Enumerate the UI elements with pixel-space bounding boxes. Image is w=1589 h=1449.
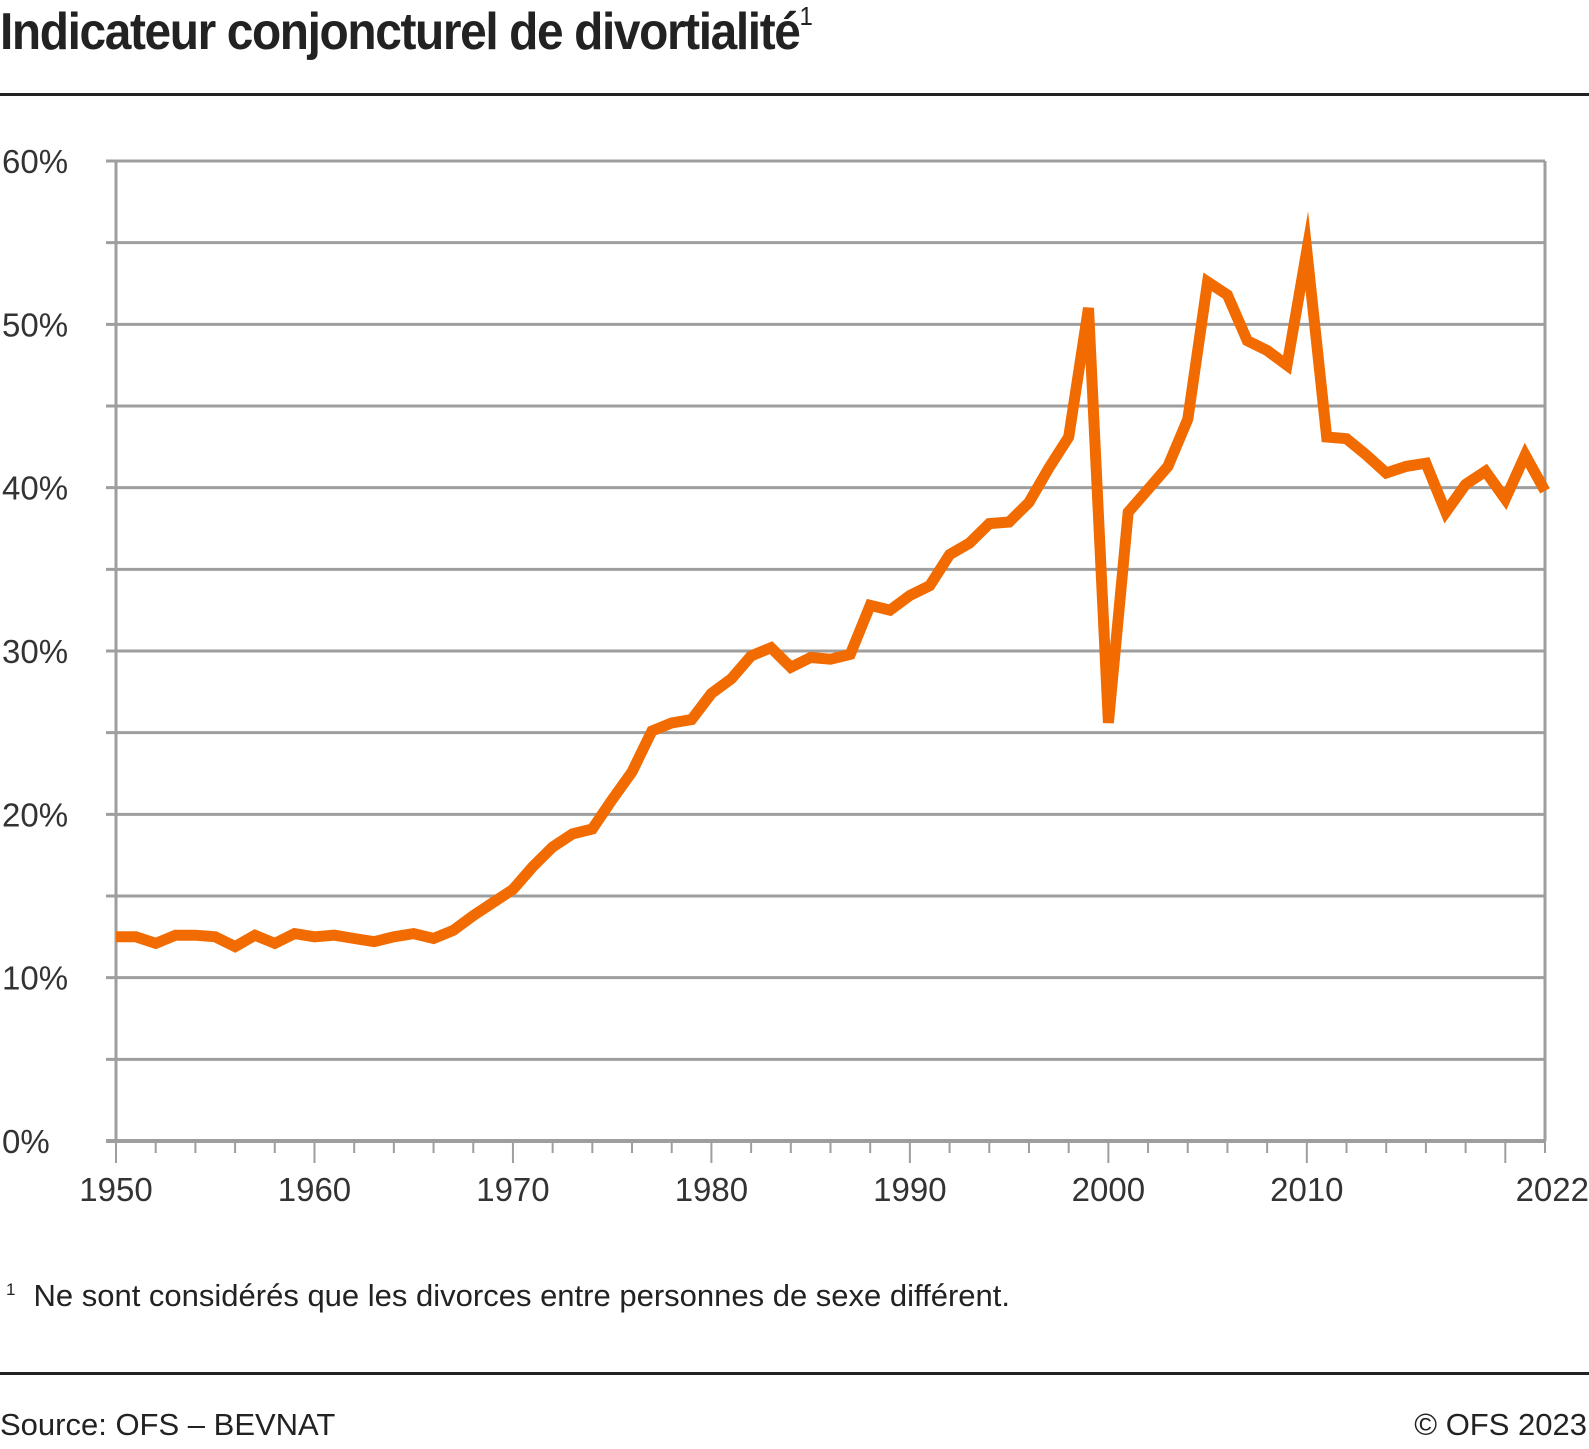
top-divider — [0, 93, 1589, 96]
gridlines — [106, 159, 1545, 1061]
y-tick-label: 20% — [2, 796, 68, 833]
x-tick-label: 1990 — [873, 1171, 946, 1208]
x-tick-label: 1950 — [79, 1171, 152, 1208]
footnote-text: Ne sont considérés que les divorces entr… — [33, 1278, 1010, 1313]
title-footnote-mark: 1 — [799, 0, 812, 31]
series-line — [116, 211, 1550, 953]
y-tick-label: 10% — [2, 960, 68, 997]
y-tick-label: 60% — [2, 143, 68, 180]
y-tick-label: 50% — [2, 306, 68, 343]
chart-title-text: Indicateur conjoncturel de divortialité — [0, 3, 801, 61]
x-tick-label: 2000 — [1072, 1171, 1145, 1208]
footnote-mark: 1 — [6, 1280, 16, 1299]
bottom-divider — [0, 1372, 1589, 1375]
x-tick-label: 2022 — [1516, 1171, 1589, 1208]
source-text: Source: OFS – BEVNAT — [0, 1407, 336, 1442]
footnote: 1 Ne sont considérés que les divorces ent… — [6, 1278, 1010, 1314]
axes — [106, 161, 1547, 1143]
x-tick-label: 2010 — [1270, 1171, 1343, 1208]
x-axis-ticks: 1950 1960 1970 1980 1990 2000 2010 2022 — [79, 1141, 1589, 1208]
x-tick-label: 1980 — [675, 1171, 748, 1208]
copyright-text: © OFS 2023 — [1414, 1407, 1587, 1442]
x-tick-label: 1960 — [278, 1171, 351, 1208]
series-group — [116, 211, 1550, 953]
y-tick-label: 40% — [2, 470, 68, 507]
chart-title: Indicateur conjoncturel de divortialité1 — [0, 0, 813, 62]
y-tick-label: 30% — [2, 633, 68, 670]
y-tick-label: 0% — [2, 1123, 50, 1160]
x-tick-label: 1970 — [476, 1171, 549, 1208]
y-axis-ticks: 0% 10% 20% 30% 40% 50% 60% — [2, 143, 68, 1160]
line-chart: 0% 10% 20% 30% 40% 50% 60% 1950 1960 1970 1980 199… — [2, 143, 1589, 1208]
